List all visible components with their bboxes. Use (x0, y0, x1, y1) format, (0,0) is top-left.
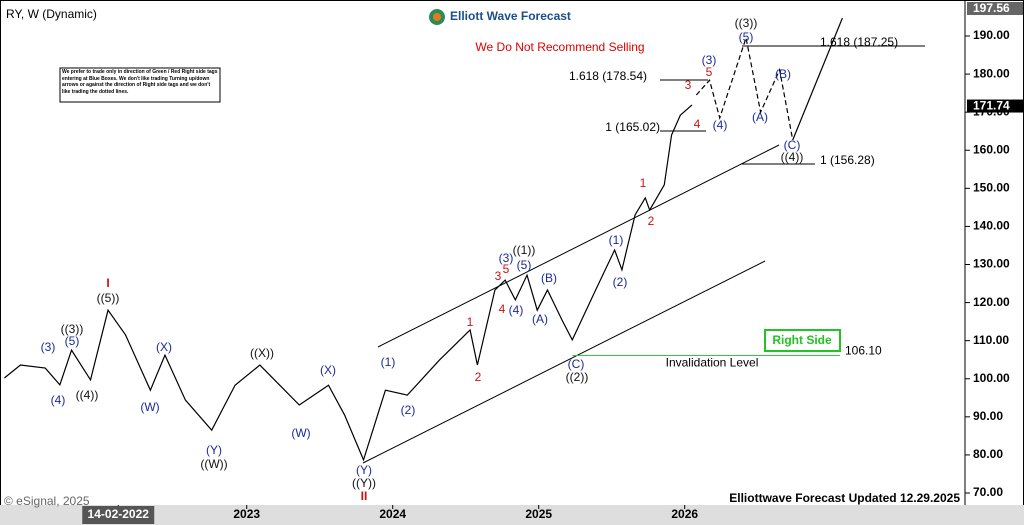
price-label: 197.56 (973, 1, 1010, 15)
channel-line (377, 144, 780, 348)
y-tick-label: 80.00 (973, 447, 1003, 461)
price-label: 171.74 (973, 99, 1010, 113)
wave-label: (A) (752, 110, 768, 124)
wave-label: 2 (648, 214, 655, 228)
x-tick-label: 2023 (233, 507, 260, 521)
x-tick-label: 14-02-2022 (88, 507, 150, 521)
x-tick-box (82, 506, 155, 524)
invalidation-value: 106.10 (845, 344, 882, 358)
wave-label: (4) (509, 303, 524, 317)
x-tick-label: 2026 (671, 507, 698, 521)
x-tick-label: 2025 (525, 507, 552, 521)
fib-label: 1.618 (178.54) (569, 69, 647, 83)
wave-label: 1 (467, 315, 474, 329)
invalidation-label: Invalidation Level (666, 356, 759, 370)
y-tick-label: 120.00 (973, 295, 1010, 309)
wave-label: 3 (685, 78, 692, 92)
y-tick-label: 150.00 (973, 181, 1010, 195)
wave-label: ((3)) (735, 16, 758, 30)
chart-title: RY, W (Dynamic) (6, 7, 97, 21)
wave-label: (3) (41, 340, 56, 354)
wave-label: 1 (640, 176, 647, 190)
wave-label: ((X)) (250, 346, 274, 360)
wave-label: ((4)) (781, 150, 804, 164)
warning: We Do Not Recommend Selling (475, 40, 644, 54)
fib-lines (660, 45, 925, 165)
wave-label: 3 (495, 269, 502, 283)
y-tick-label: 190.00 (973, 28, 1010, 42)
wave-label: (1) (381, 355, 396, 369)
wave-label: (C) (568, 357, 585, 371)
channel-line (362, 260, 766, 464)
x-tick-label: 2024 (379, 507, 406, 521)
price-line (4, 104, 693, 462)
note-text: We prefer to trade only in direction of … (62, 69, 218, 95)
wave-label: (X) (320, 363, 336, 377)
wave-label: (X) (156, 340, 172, 354)
fib-label: 1.618 (187.25) (820, 35, 898, 49)
wave-label: 5 (503, 262, 510, 276)
wave-label: ((W)) (200, 457, 227, 471)
y-tick-label: 180.00 (973, 66, 1010, 80)
logo-icon (433, 13, 441, 21)
price-line (792, 17, 843, 141)
note: We prefer to trade only in direction of … (62, 69, 218, 95)
wave-label: (3) (702, 53, 717, 67)
wave-label: I (106, 276, 109, 290)
wave-label: (4) (51, 393, 66, 407)
wave-label: 4 (499, 302, 506, 316)
wave-label: ((2)) (566, 370, 589, 384)
y-tick-label: 140.00 (973, 219, 1010, 233)
price-label-box (967, 99, 1023, 113)
wave-label: (5) (65, 334, 80, 348)
wave-label: ((5)) (97, 291, 120, 305)
wave-label: II (361, 489, 368, 503)
wave-label: (B) (775, 67, 791, 81)
wave-label: 2 (475, 370, 482, 384)
wave-label: (A) (532, 312, 548, 326)
brand: Elliott Wave Forecast (450, 9, 571, 23)
fib-label: 1 (156.28) (820, 153, 875, 167)
footer: Elliottwave Forecast Updated 12.29.2025 (729, 491, 960, 505)
wave-label: 4 (694, 117, 701, 131)
price-line (695, 35, 794, 141)
y-tick-label: 100.00 (973, 371, 1010, 385)
wave-label: (Y) (356, 463, 372, 477)
wave-label: 5 (706, 65, 713, 79)
wave-label: ((3)) (61, 322, 84, 336)
y-tick-label: 110.00 (973, 333, 1009, 347)
y-tick-label: 70.00 (973, 485, 1003, 499)
y-tick-label: 160.00 (973, 142, 1010, 156)
wave-label: ((1)) (513, 243, 536, 257)
wave-label: (W) (140, 400, 159, 414)
right-side-box (764, 329, 841, 352)
wave-label: (Y) (206, 443, 222, 457)
wave-label: (2) (613, 275, 628, 289)
wave-label: (2) (401, 403, 416, 417)
price-label-box (967, 2, 1023, 15)
wave-label: (C) (784, 138, 801, 152)
wave-label: (5) (517, 258, 532, 272)
wave-label: (5) (739, 30, 754, 44)
wave-label: (4) (713, 118, 728, 132)
wave-label: (1) (609, 233, 624, 247)
wave-label: (3) (499, 251, 514, 265)
note-box (59, 67, 221, 103)
wave-label: (W) (291, 426, 310, 440)
wave-label: ((Y)) (352, 476, 376, 490)
wave-label: (B) (541, 271, 557, 285)
wave-label: ((4)) (76, 388, 99, 402)
y-tick-label: 90.00 (973, 409, 1003, 423)
fib-label: 1 (165.02) (605, 120, 660, 134)
copyright: © eSignal, 2025 (4, 494, 90, 508)
right-side: Right Side (772, 333, 832, 347)
y-tick-label: 130.00 (973, 257, 1010, 271)
x-axis-band (0, 505, 1024, 525)
